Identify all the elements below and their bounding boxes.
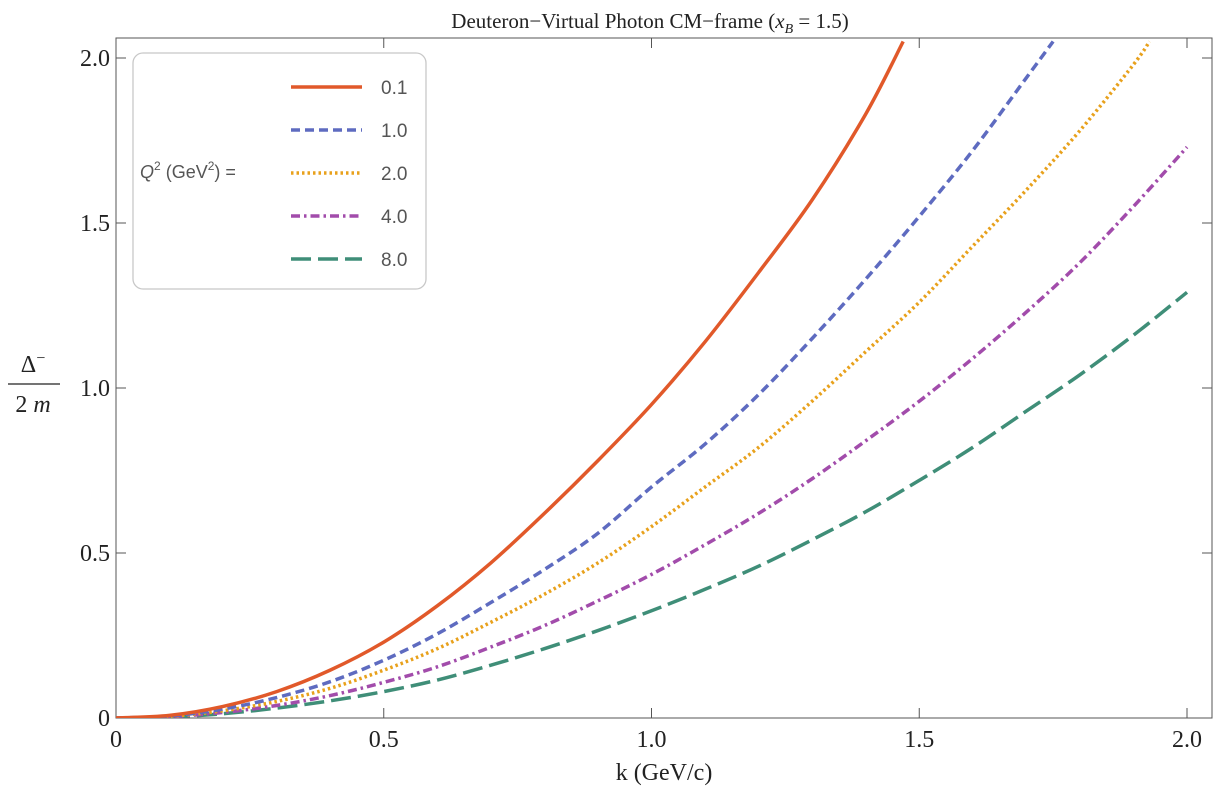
x-tick-label: 0.5 [369, 727, 399, 753]
chart-title-var: x [774, 9, 785, 33]
legend-label: 4.0 [381, 207, 407, 228]
legend-label: 8.0 [381, 250, 407, 271]
legend-title: Q2 (GeV2) = [140, 159, 236, 182]
legend-label: 0.1 [381, 78, 407, 99]
legend-title-sup1: 2 [154, 159, 161, 173]
y-axis-label: Δ− 2 m [8, 350, 60, 418]
series-lines [116, 40, 1189, 718]
y-tick-label: 1.5 [80, 211, 110, 237]
chart-title: Deuteron−Virtual Photon CM−frame (xB = 1… [451, 9, 848, 37]
legend-title-q: Q [140, 162, 154, 182]
y-label-delta-sup: − [36, 350, 45, 367]
y-tick-label: 0.5 [80, 541, 110, 567]
y-tick-label: 1.0 [80, 376, 110, 402]
y-tick-label: 0 [98, 706, 110, 732]
series-line-0-1 [116, 40, 905, 718]
x-tick-label: 0 [110, 727, 122, 753]
chart-title-prefix: Deuteron−Virtual Photon CM−frame ( [451, 9, 775, 33]
y-axis-label-denominator: 2 m [15, 392, 50, 418]
legend-label: 1.0 [381, 121, 407, 142]
series-line-1-0 [116, 40, 1055, 718]
chart-title-suffix: = 1.5) [793, 9, 849, 33]
legend-title-end: ) = [214, 162, 236, 182]
x-tick-label: 1.5 [904, 727, 934, 753]
axis-ticks: 0 0.5 1.0 1.5 2.0 0 0.5 1.0 1.5 2.0 [80, 38, 1212, 753]
series-line-2-0 [116, 40, 1151, 718]
legend-entries: 0.1 1.0 2.0 4.0 8.0 [291, 78, 407, 271]
y-label-two: 2 [15, 392, 33, 418]
series-line-8-0 [116, 290, 1189, 718]
x-axis-label: k (GeV/c) [616, 760, 713, 786]
x-tick-label: 1.0 [637, 727, 667, 753]
plot-frame [115, 37, 1213, 719]
legend-title-mid: (GeV [161, 162, 208, 182]
legend-title-sup2: 2 [208, 159, 215, 173]
legend: Q2 (GeV2) = 0.11.02.04.08.0 [132, 52, 427, 290]
x-tick-label: 2.0 [1172, 727, 1202, 753]
legend-box [132, 52, 427, 290]
chart-title-sub: B [785, 22, 794, 37]
legend-label: 2.0 [381, 164, 407, 185]
series-line-4-0 [116, 145, 1189, 718]
y-label-m: m [33, 392, 50, 418]
y-axis-label-numerator: Δ− [21, 350, 45, 378]
y-label-delta: Δ [21, 352, 36, 378]
y-tick-label: 2.0 [80, 46, 110, 72]
